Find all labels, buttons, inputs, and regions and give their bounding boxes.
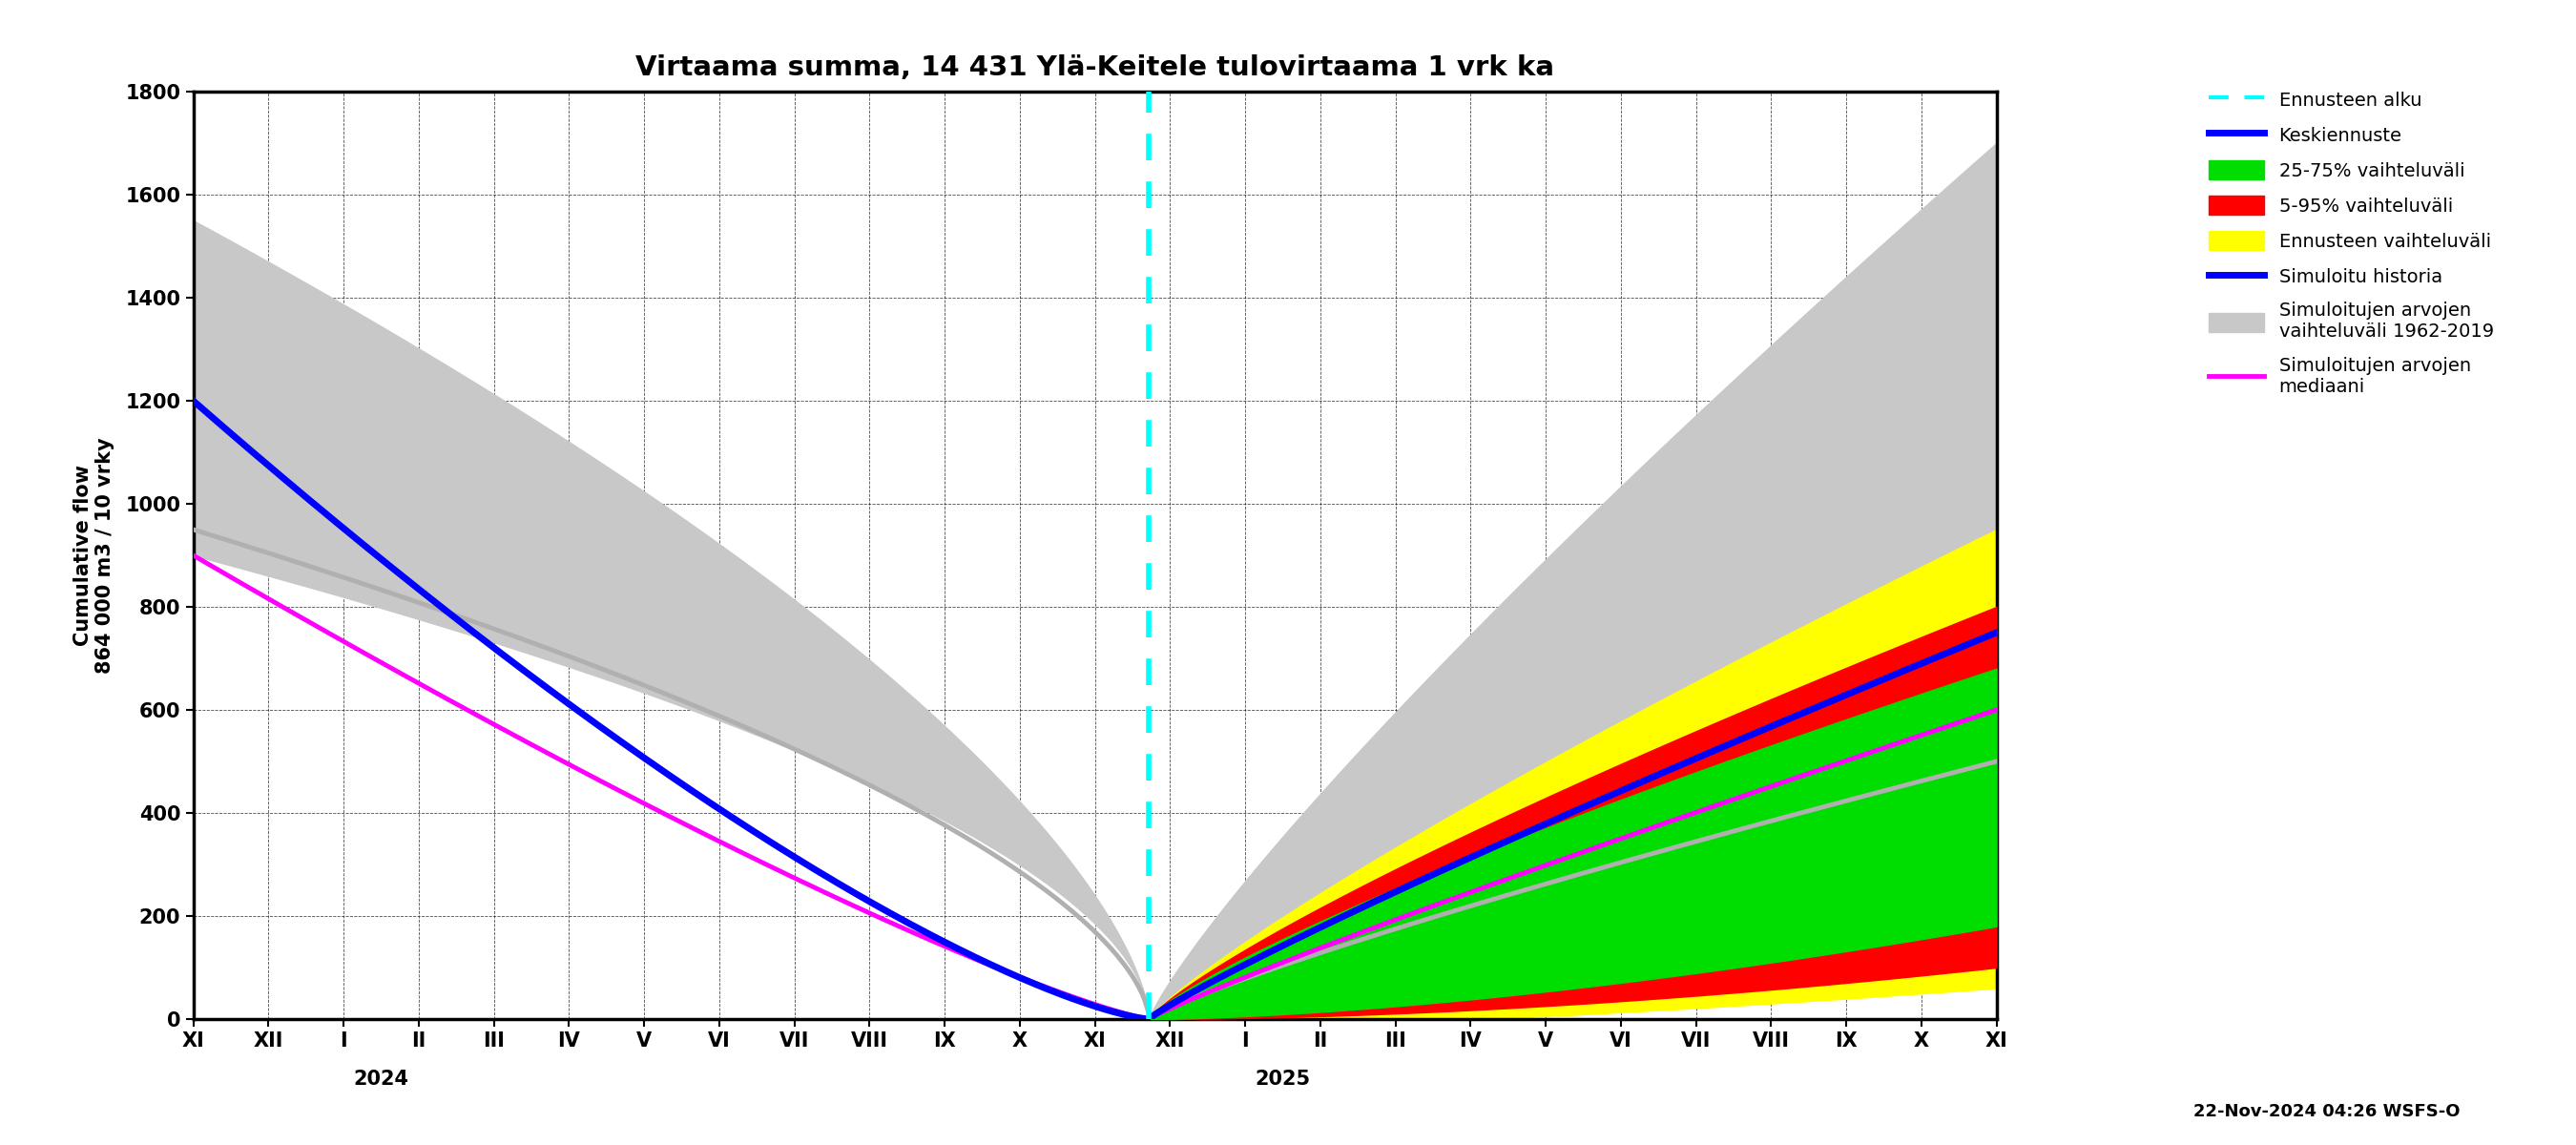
Text: 22-Nov-2024 04:26 WSFS-O: 22-Nov-2024 04:26 WSFS-O xyxy=(2192,1103,2460,1120)
Legend: Ennusteen alku, Keskiennuste, 25-75% vaihteluväli, 5-95% vaihteluväli, Ennusteen: Ennusteen alku, Keskiennuste, 25-75% vai… xyxy=(2200,82,2501,403)
Text: 2024: 2024 xyxy=(353,1069,410,1089)
Title: Virtaama summa, 14 431 Ylä-Keitele tulovirtaama 1 vrk ka: Virtaama summa, 14 431 Ylä-Keitele tulov… xyxy=(636,55,1553,81)
Text: 2025: 2025 xyxy=(1255,1069,1311,1089)
Y-axis label: Cumulative flow
864 000 m3 / 10 vrky: Cumulative flow 864 000 m3 / 10 vrky xyxy=(75,437,116,673)
